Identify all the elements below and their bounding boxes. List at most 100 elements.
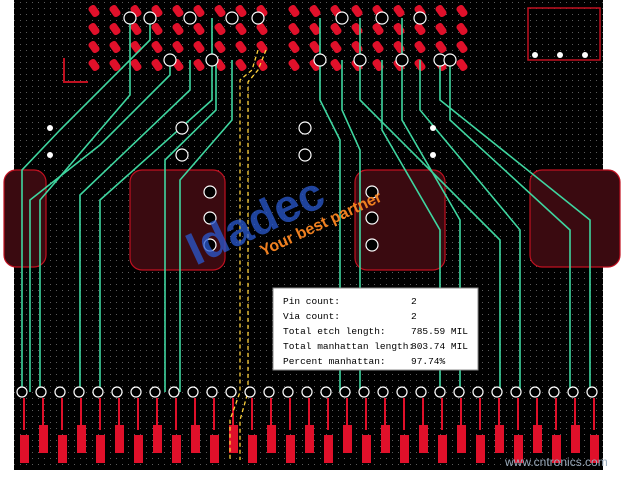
pad xyxy=(256,40,268,54)
via xyxy=(396,386,408,398)
pad xyxy=(193,4,205,18)
pad xyxy=(288,4,300,18)
info-value: 785.59 MIL xyxy=(411,326,468,337)
via xyxy=(143,11,157,25)
via xyxy=(335,11,349,25)
pad xyxy=(214,22,226,36)
via xyxy=(149,386,161,398)
pad xyxy=(288,58,300,72)
via xyxy=(205,53,219,67)
pad xyxy=(235,4,247,18)
via xyxy=(251,11,265,25)
via xyxy=(163,53,177,67)
info-label: Total manhattan length: xyxy=(283,341,414,352)
via xyxy=(365,211,379,225)
via xyxy=(567,386,579,398)
via xyxy=(548,386,560,398)
via xyxy=(491,386,503,398)
via xyxy=(263,386,275,398)
pad xyxy=(330,22,342,36)
via xyxy=(111,386,123,398)
pad xyxy=(172,22,184,36)
pad xyxy=(193,22,205,36)
copper-pours xyxy=(3,7,621,271)
pad xyxy=(456,58,468,72)
info-box: Pin count: 2 Via count: 2 Total etch length:… xyxy=(272,287,479,371)
info-label: Percent manhattan: xyxy=(283,356,386,367)
via xyxy=(301,386,313,398)
selected-net xyxy=(229,49,267,460)
pad xyxy=(309,22,321,36)
pad xyxy=(96,435,105,463)
pad xyxy=(88,4,100,18)
via xyxy=(353,53,367,67)
site-watermark: www.cntronics.com xyxy=(504,455,608,469)
pad xyxy=(309,40,321,54)
pad xyxy=(435,22,447,36)
via xyxy=(203,211,217,225)
pad xyxy=(330,40,342,54)
via-small xyxy=(47,125,53,131)
pad xyxy=(115,425,124,453)
pad xyxy=(151,58,163,72)
info-label: Via count: xyxy=(283,311,340,322)
pad xyxy=(414,40,426,54)
pad xyxy=(214,40,226,54)
via xyxy=(529,386,541,398)
via xyxy=(434,386,446,398)
via xyxy=(510,386,522,398)
via-small xyxy=(532,52,538,58)
pad xyxy=(235,40,247,54)
pad xyxy=(267,425,276,453)
via xyxy=(175,121,189,135)
pad xyxy=(151,22,163,36)
pad xyxy=(193,58,205,72)
via xyxy=(92,386,104,398)
via xyxy=(16,386,28,398)
pad xyxy=(153,425,162,453)
via xyxy=(183,11,197,25)
pad xyxy=(88,58,100,72)
pad xyxy=(256,22,268,36)
pad xyxy=(514,435,523,463)
pad xyxy=(109,4,121,18)
via xyxy=(175,148,189,162)
pad xyxy=(172,4,184,18)
pad xyxy=(533,425,542,453)
pad xyxy=(393,4,405,18)
pad xyxy=(77,425,86,453)
via xyxy=(453,386,465,398)
info-value: 97.74% xyxy=(411,356,446,367)
via xyxy=(187,386,199,398)
pad xyxy=(193,40,205,54)
pad xyxy=(109,22,121,36)
pad xyxy=(256,58,268,72)
pad xyxy=(414,22,426,36)
pad xyxy=(419,425,428,453)
pad xyxy=(552,435,561,463)
info-value: 2 xyxy=(411,296,417,307)
pad xyxy=(235,58,247,72)
via xyxy=(395,53,409,67)
pad xyxy=(324,435,333,463)
via xyxy=(413,11,427,25)
via xyxy=(73,386,85,398)
pad xyxy=(435,4,447,18)
via xyxy=(130,386,142,398)
pad xyxy=(109,58,121,72)
pad xyxy=(248,435,257,463)
via xyxy=(203,185,217,199)
pad xyxy=(309,4,321,18)
info-value: 2 xyxy=(411,311,417,322)
pad xyxy=(130,22,142,36)
via-small xyxy=(430,152,436,158)
pad xyxy=(235,22,247,36)
pad xyxy=(457,425,466,453)
via xyxy=(54,386,66,398)
pad xyxy=(372,40,384,54)
via xyxy=(298,121,312,135)
via-small xyxy=(430,125,436,131)
pad xyxy=(305,425,314,453)
via xyxy=(225,11,239,25)
